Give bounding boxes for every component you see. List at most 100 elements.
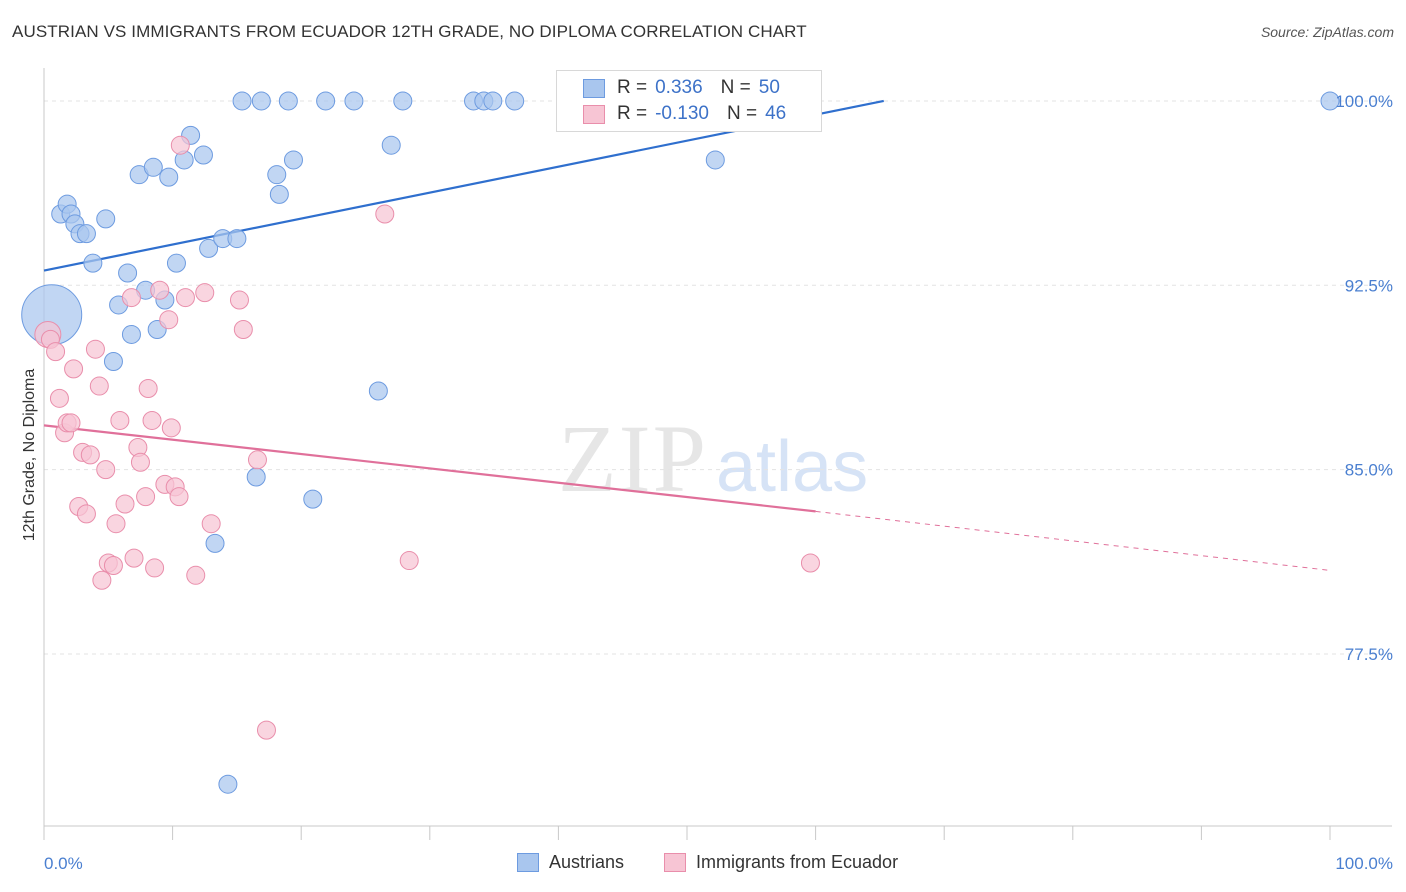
n-value: 50 [758, 77, 780, 98]
ecuador-point [124, 548, 144, 568]
ecuador-point [145, 558, 165, 578]
ecuador-point [96, 460, 116, 480]
austrians-point [483, 91, 503, 111]
ecuador-point [201, 514, 221, 534]
austrians-point [96, 209, 116, 229]
austrians-point [193, 145, 213, 165]
ecuador-point [121, 288, 141, 308]
austrians-point [143, 157, 163, 177]
austrians-point [83, 253, 103, 273]
ecuador-point [186, 565, 206, 585]
austrians-point [381, 135, 401, 155]
ecuador-point [233, 320, 253, 340]
austrians-point [393, 91, 413, 111]
ecuador-point [76, 504, 96, 524]
axes [43, 68, 1392, 840]
ecuador-point [142, 410, 162, 430]
ecuador-point [170, 135, 190, 155]
austrians-swatch [517, 853, 539, 872]
austrians-point [267, 165, 287, 185]
n-label: N = [726, 103, 758, 124]
austrians-point [283, 150, 303, 170]
n-label: N = [720, 77, 751, 98]
austrians-point [344, 91, 364, 111]
ecuador-point [46, 342, 66, 362]
austrians-point [232, 91, 252, 111]
ecuador-point [89, 376, 109, 396]
legend-row-ecuador: R = -0.130 N = 46 [583, 101, 786, 127]
watermark-atlas: atlas [716, 427, 868, 507]
austrians-point [227, 229, 247, 249]
ecuador-point [64, 359, 84, 379]
ecuador-point [375, 204, 395, 224]
y-tick-labels: 100.0% 92.5% 85.0% 77.5% [1335, 92, 1393, 664]
ecuador-swatch [664, 853, 686, 872]
ecuador-point [130, 452, 150, 472]
legend-label-austrians: Austrians [549, 852, 625, 872]
austrians-point [218, 774, 238, 794]
ecuador-point [247, 450, 267, 470]
austrians-point [166, 253, 186, 273]
austrians-point [505, 91, 525, 111]
austrians-swatch [583, 78, 605, 98]
ecuador-point [161, 418, 181, 438]
y-tick-label: 85.0% [1345, 461, 1393, 480]
legend-label-ecuador: Immigrants from Ecuador [696, 852, 899, 872]
ecuador-point [150, 280, 170, 300]
ecuador-point [49, 388, 69, 408]
data-points [21, 91, 1340, 794]
austrians-point [269, 184, 289, 204]
r-value: 0.336 [655, 77, 703, 98]
austrians-point [278, 91, 298, 111]
austrians-point [76, 224, 96, 244]
chart-title: AUSTRIAN VS IMMIGRANTS FROM ECUADOR 12TH… [12, 22, 807, 41]
ecuador-point [110, 410, 130, 430]
ecuador-swatch [583, 104, 605, 124]
ecuador-point [136, 487, 156, 507]
austrians-point [205, 533, 225, 553]
ecuador-point [195, 283, 215, 303]
legend-row-austrians: R = 0.336 N = 50 [583, 75, 780, 101]
ecuador-point [61, 413, 81, 433]
gridlines [44, 100, 1392, 655]
ecuador-point [138, 379, 158, 399]
watermark-zip: ZIP [558, 405, 708, 512]
ecuador-point [256, 720, 276, 740]
ecuador-point [103, 555, 123, 575]
y-tick-label: 100.0% [1335, 92, 1393, 111]
austrians-point [251, 91, 271, 111]
ecuador-point [80, 445, 100, 465]
ecuador-point [159, 310, 179, 330]
ecuador-point [85, 339, 105, 359]
x-tick-label: 0.0% [44, 854, 83, 873]
x-tick-labels: 0.0% 100.0% [44, 854, 1393, 873]
ecuador-point [399, 551, 419, 571]
r-value: -0.130 [655, 103, 709, 124]
ecuador-point [175, 288, 195, 308]
austrians-point [118, 263, 138, 283]
austrians-point [705, 150, 725, 170]
ecuador-point [106, 514, 126, 534]
ecuador-point [92, 570, 112, 590]
austrians-point [121, 324, 141, 344]
ecuador-point [800, 553, 820, 573]
y-tick-label: 77.5% [1345, 645, 1393, 664]
austrians-point [103, 351, 123, 371]
austrians-point [246, 467, 266, 487]
correlation-legend: R = 0.336 N = 50 R = -0.130 N = 46 [556, 70, 822, 132]
legend-item-austrians[interactable]: Austrians [517, 852, 624, 873]
austrians-point [199, 238, 219, 258]
austrians-point [1320, 91, 1340, 111]
ecuador-trend-extension [815, 510, 1331, 571]
source-credit: Source: ZipAtlas.com [1260, 24, 1394, 40]
ecuador-point [115, 494, 135, 514]
ecuador-point [169, 487, 189, 507]
austrians-point [159, 167, 179, 187]
watermark: ZIP atlas [558, 405, 868, 512]
legend-item-ecuador[interactable]: Immigrants from Ecuador [664, 852, 898, 873]
r-label: R = [617, 103, 648, 124]
ecuador-point [229, 290, 249, 310]
ecuador-trend-line [43, 424, 816, 513]
austrians-point [316, 91, 336, 111]
